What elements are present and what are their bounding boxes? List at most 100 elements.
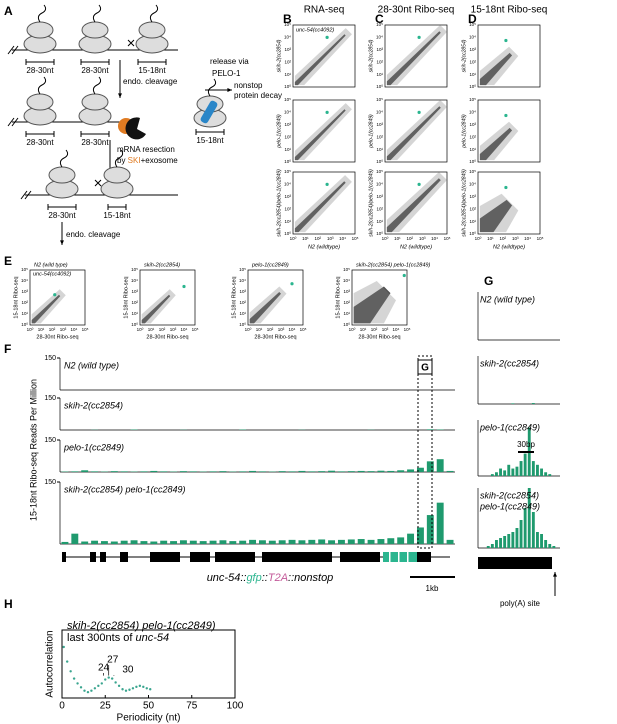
- cut: [20, 190, 32, 200]
- y-tick-label: 10³: [284, 194, 291, 199]
- y-tick-label: 10⁵: [284, 169, 291, 174]
- x-tick-label: 75: [186, 701, 198, 712]
- label: RNA-seq: [304, 5, 345, 16]
- x-tick-label: 10³: [512, 236, 519, 241]
- coverage-bar: [249, 470, 257, 472]
- exon: [120, 552, 128, 562]
- point-halo: [294, 175, 352, 233]
- point-cloud: [386, 178, 441, 233]
- annotation: 30: [122, 665, 134, 676]
- y-tick-label: 10⁴: [469, 35, 476, 40]
- x-tick-label: 0: [59, 701, 65, 712]
- y-tick-label: 10²: [376, 59, 383, 64]
- y-axis-label: 15-18nt Ribo-seq: [123, 276, 129, 318]
- row-label: pelo-1(cc2849): [276, 114, 282, 149]
- coverage-bar: [81, 541, 89, 544]
- x-axis-label: N2 (wildtype): [400, 244, 432, 250]
- scissors: [127, 39, 135, 47]
- y-tick-label: 10²: [284, 134, 291, 139]
- x-tick-label: 10³: [60, 327, 67, 332]
- subtitle-gene: unc-54: [136, 632, 170, 644]
- coverage-bar: [495, 472, 498, 476]
- label: mRNA resection: [117, 145, 175, 154]
- x-tick-label: 10⁰: [475, 236, 482, 241]
- exon-gap: [389, 552, 391, 562]
- label: 15-18nt Ribo-seq: [471, 5, 548, 16]
- x-tick-label: 10⁵: [300, 327, 307, 332]
- ribosome-large: [103, 166, 131, 184]
- point-halo: [386, 25, 447, 86]
- chart-title: skih-2(cc2854) pelo-1(cc2849): [67, 620, 216, 632]
- point-halo: [479, 121, 519, 161]
- coverage-bar: [209, 540, 217, 544]
- y-tick-label: 10¹: [469, 219, 476, 224]
- point: [79, 686, 83, 689]
- label: 28-30nt: [81, 66, 109, 75]
- coverage-bar: [199, 541, 207, 544]
- peptide: [207, 78, 217, 97]
- plot-frame: [384, 99, 448, 163]
- x-tick-label: 10⁵: [352, 236, 359, 241]
- row-label: skih-2(cc2854): [276, 39, 282, 72]
- coverage-bar: [61, 541, 69, 544]
- plot-frame: [292, 99, 356, 163]
- exon: [100, 552, 106, 562]
- coverage-bar: [120, 540, 128, 544]
- coverage-bar: [540, 534, 543, 548]
- highlight-point: [325, 110, 329, 114]
- point: [145, 687, 148, 690]
- gene-part: ::: [262, 572, 268, 584]
- coverage-bar: [407, 469, 415, 472]
- highlight-point: [504, 113, 508, 118]
- coverage-bar: [318, 539, 326, 544]
- coverage-bar: [436, 459, 444, 472]
- coverage-bar: [507, 534, 511, 548]
- y-tick-label: 150: [44, 437, 56, 444]
- coverage-bar: [416, 467, 424, 472]
- coverage-bar: [367, 539, 375, 544]
- point: [149, 688, 152, 691]
- y-tick-label: 10²: [343, 300, 350, 305]
- point-halo: [479, 193, 519, 233]
- x-tick-label: 10¹: [38, 327, 45, 332]
- point: [97, 684, 100, 688]
- exon: [190, 552, 210, 562]
- point-halo: [479, 46, 519, 86]
- coverage-bar: [150, 541, 158, 544]
- zoom-tag: [417, 359, 433, 375]
- y-tick-label: 10¹: [376, 147, 383, 152]
- x-tick-label: 10²: [500, 236, 507, 241]
- y-tick-label: 10⁴: [376, 35, 383, 40]
- label: E: [4, 254, 12, 268]
- y-tick-label: 10⁵: [469, 169, 476, 174]
- x-axis-label: N2 (wildtype): [493, 244, 525, 250]
- coverage-bar: [308, 471, 316, 472]
- y-tick-label: 10¹: [284, 72, 291, 77]
- y-tick-label: 10⁵: [284, 22, 291, 27]
- coverage-bar: [189, 540, 197, 544]
- y-tick-label: 10²: [376, 134, 383, 139]
- y-tick-label: 10¹: [21, 311, 28, 316]
- coverage-bar: [511, 403, 515, 404]
- label: 1kb: [426, 584, 439, 593]
- x-tick-label: 10²: [315, 236, 322, 241]
- coverage-bar: [387, 470, 395, 472]
- coverage-bar: [140, 541, 148, 544]
- coverage-bar: [357, 539, 365, 544]
- arrow-head: [118, 93, 122, 98]
- y-tick-label: 10⁰: [21, 322, 28, 327]
- row-label: skih-2(cc2854): [368, 39, 374, 72]
- coverage-bar: [179, 471, 187, 472]
- label: G: [484, 274, 493, 288]
- coverage-bar: [288, 539, 296, 544]
- point: [76, 682, 79, 685]
- ribosome-large: [138, 21, 166, 39]
- y-tick-label: 10⁴: [21, 278, 28, 283]
- y-tick-label: 10³: [376, 122, 383, 127]
- plot-frame: [351, 269, 408, 326]
- coverage-bar: [548, 544, 552, 548]
- subtitle: last 300nts of unc-54: [67, 632, 169, 644]
- y-tick-label: 10⁴: [284, 110, 291, 115]
- point: [104, 678, 107, 681]
- track-label: pelo-1(cc2849): [479, 422, 540, 432]
